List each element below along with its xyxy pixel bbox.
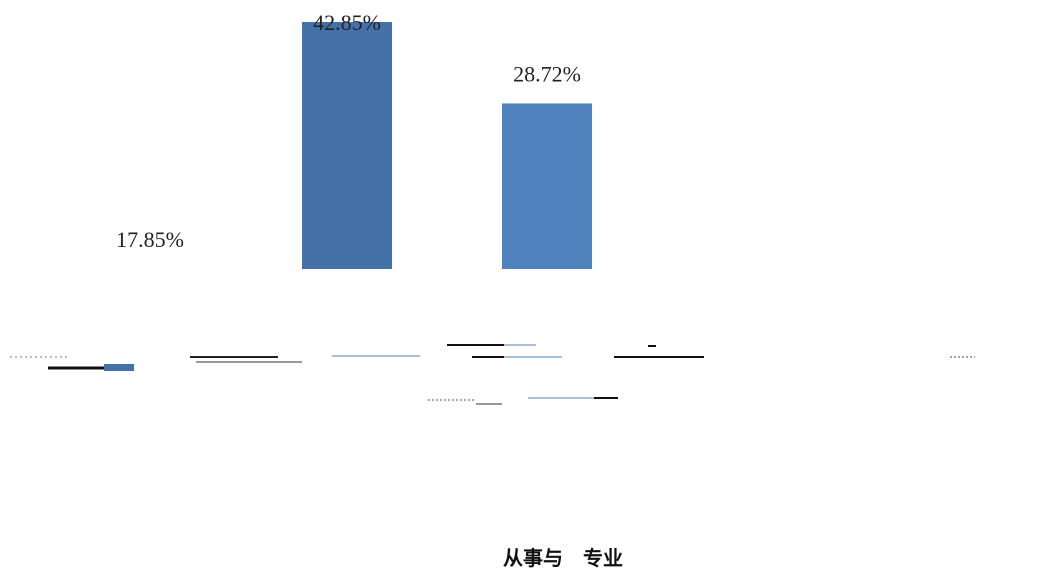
bar-2: [302, 22, 392, 269]
data-label-1: 17.85%: [116, 227, 184, 252]
x-axis-title: 从事与 专业: [503, 546, 623, 570]
bars-group: [302, 22, 592, 269]
bar-3: [502, 103, 592, 269]
data-label-3: 28.72%: [513, 61, 581, 86]
legend-artifacts: [10, 344, 975, 405]
data-labels-group: 17.85% 42.85% 28.72%: [116, 10, 581, 252]
data-label-2: 42.85%: [313, 10, 381, 35]
